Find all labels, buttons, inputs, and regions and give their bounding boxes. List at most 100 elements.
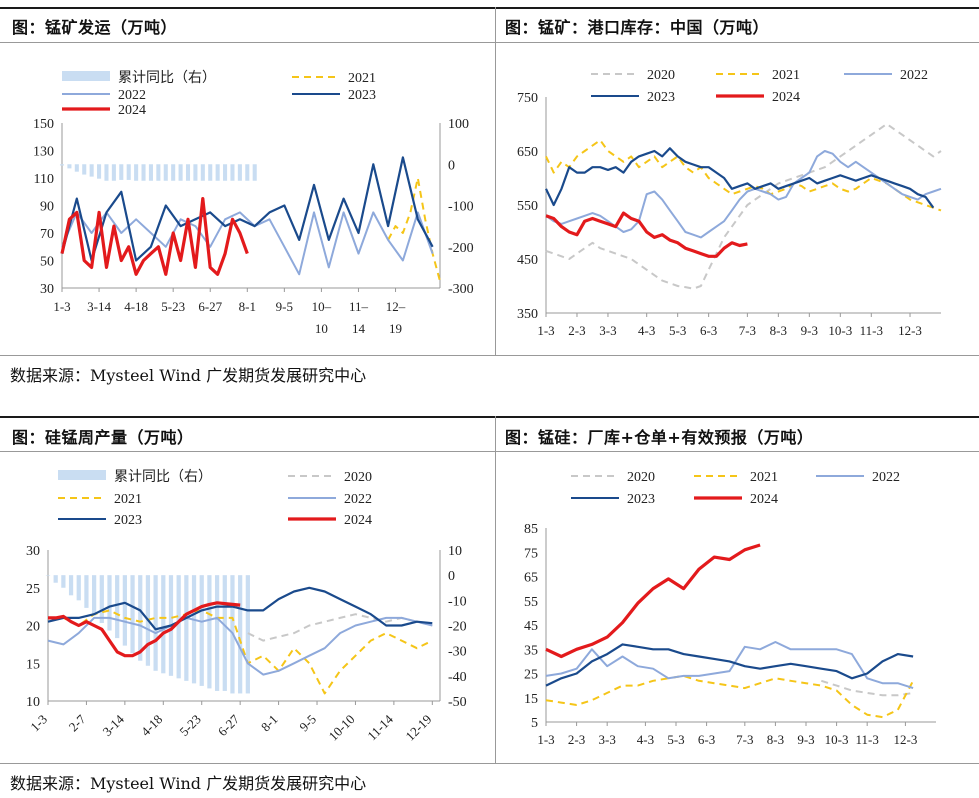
y-tick-label: 15: [524, 692, 538, 707]
bar-cumulative-yoy: [161, 575, 166, 674]
x-tick-label: 3-14: [100, 711, 128, 739]
chart-panel-1: 150 130 110 90 70 50 30 100 0 -100 -200 -300 1-3 3-14…: [0, 43, 495, 355]
x-tick-label: 8-3: [770, 323, 787, 338]
bar-cumulative-yoy: [148, 164, 153, 181]
y-tick-label: 10: [26, 695, 40, 710]
y-tick-label: 70: [40, 227, 54, 242]
y2-tick-label: -100: [448, 200, 474, 215]
y-tick-label: 65: [524, 571, 538, 586]
x-tick-label: 11-3: [855, 732, 878, 747]
y2-tick-label: 10: [448, 544, 462, 559]
bar-cumulative-yoy: [163, 164, 168, 181]
y-tick-label: 5: [531, 716, 538, 731]
bar-cumulative-yoy: [171, 164, 176, 181]
x-tick-label: 7-3: [736, 732, 753, 747]
chart-title-mn-ore-port-inventory: 图：锰矿：港口库存：中国（万吨）: [505, 18, 770, 37]
x-tick-label: 3-3: [599, 323, 616, 338]
x-tick-label: 6-3: [700, 323, 717, 338]
y-tick-label: 75: [524, 546, 538, 561]
x-tick-label: 1-3: [53, 299, 70, 314]
bar-cumulative-yoy: [252, 164, 257, 181]
x-tick-label: 4-3: [638, 323, 655, 338]
bar-cumulative-yoy: [82, 164, 87, 175]
x-tick-label: 6-3: [698, 732, 715, 747]
bar-cumulative-yoy: [59, 164, 65, 166]
series-line-2024: [60, 197, 249, 276]
series-line-2023: [545, 643, 914, 687]
y2-tick-label: -40: [448, 670, 467, 685]
series-line-2021: [387, 177, 441, 282]
x-tick-label: 5-3: [669, 323, 686, 338]
x-tick-label-line2: 14: [352, 321, 366, 336]
y-tick-label: 30: [40, 282, 54, 297]
series-line-2020: [545, 123, 942, 290]
bar-cumulative-yoy: [199, 575, 204, 686]
bar-cumulative-yoy: [222, 575, 227, 691]
y2-tick-label: 0: [448, 158, 455, 173]
x-tick-label: 12-3: [893, 732, 917, 747]
x-tick-label: 9-5: [296, 712, 319, 735]
bar-cumulative-yoy: [185, 164, 191, 181]
legend-swatch: [58, 470, 106, 480]
bar-cumulative-yoy: [200, 164, 205, 181]
bar-cumulative-yoy: [193, 164, 198, 181]
series-line-2024: [545, 543, 761, 659]
x-tick-label: 4-3: [637, 732, 654, 747]
legend-label: 2022: [900, 68, 928, 83]
x-tick-label: 11-3: [860, 323, 883, 338]
y-tick-label: 30: [26, 544, 40, 559]
y2-tick-label: -20: [448, 620, 467, 635]
series-line-2021: [545, 139, 942, 212]
x-tick-label: 12-3: [898, 323, 922, 338]
x-tick-label: 10-3: [825, 732, 849, 747]
y-tick-label: 85: [524, 522, 538, 537]
bar-cumulative-yoy: [126, 164, 131, 180]
y-tick-label: 650: [517, 145, 538, 160]
chart-title-mn-ore-shipment: 图：锰矿发运（万吨）: [12, 18, 178, 37]
legend-label: 2022: [344, 492, 372, 507]
y-tick-label: 150: [33, 117, 54, 132]
footer-rule-lower: [0, 763, 979, 764]
bar-cumulative-yoy: [61, 575, 66, 588]
x-tick-label: 12-19: [402, 712, 434, 744]
series-line-2024: [545, 211, 748, 258]
y-tick-label: 45: [524, 619, 538, 634]
legend-label: 2024: [750, 492, 778, 507]
y-tick-label: 20: [26, 620, 40, 635]
y2-tick-label: 100: [448, 117, 469, 132]
bar-cumulative-yoy: [130, 575, 135, 654]
divider-lower: [495, 416, 496, 764]
top-rule-lower: [0, 416, 979, 418]
bar-cumulative-yoy: [134, 164, 139, 181]
divider-upper: [495, 7, 496, 356]
x-tick-label: 6-27: [215, 711, 243, 739]
x-tick-label: 1-3: [27, 712, 50, 735]
legend-label: 2023: [627, 492, 655, 507]
data-source-upper: 数据来源：Mysteel Wind 广发期货发展研究中心: [10, 366, 367, 385]
bar-cumulative-yoy: [74, 164, 79, 172]
x-tick-label: 4-18: [124, 299, 148, 314]
bar-cumulative-yoy: [238, 575, 243, 694]
y-tick-label: 50: [40, 255, 54, 270]
bar-cumulative-yoy: [215, 164, 220, 181]
y-tick-label: 25: [26, 582, 40, 597]
bar-cumulative-yoy: [184, 575, 189, 681]
header-rule-upper: [0, 42, 979, 43]
series-line-2024: [48, 601, 241, 658]
bar-cumulative-yoy: [68, 575, 74, 596]
x-tick-label: 11-14: [364, 711, 396, 743]
chart-panel-3: 30 25 20 15 10 10 0 -10 -20 -30 -40 -50 1-3 2-7 3-14 4-…: [0, 452, 495, 763]
y-tick-label: 110: [34, 172, 54, 187]
legend-label: 2021: [348, 71, 376, 86]
bar-cumulative-yoy: [191, 575, 197, 684]
bar-cumulative-yoy: [237, 164, 242, 181]
legend-label: 2022: [872, 470, 900, 485]
bar-cumulative-yoy: [141, 164, 146, 181]
bar-cumulative-yoy: [119, 164, 124, 180]
bar-cumulative-yoy: [230, 164, 235, 181]
x-tick-label: 10-3: [828, 323, 852, 338]
x-tick-label: 2-7: [66, 711, 89, 734]
chart-title-simn-inventory: 图：锰硅：厂库+仓单+有效预报（万吨）: [505, 428, 814, 447]
bar-cumulative-yoy: [89, 164, 94, 177]
